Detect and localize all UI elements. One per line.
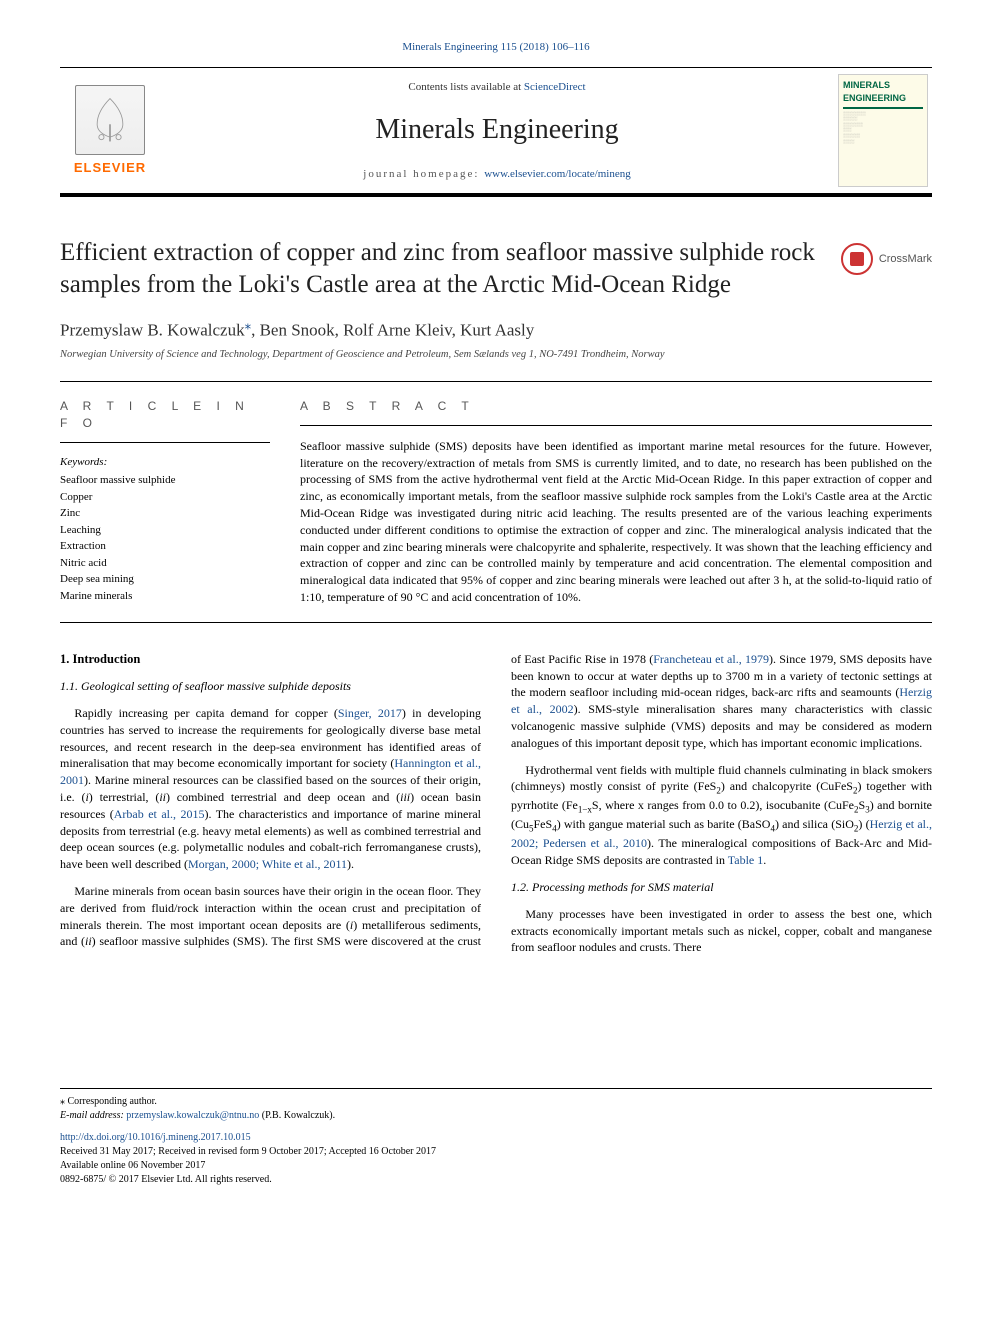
cover-body-placeholder: ░░░░░░░░░░░░░░░░░░░░░░░░░░░░░░░░░ <box>843 111 923 183</box>
copyright-line: 0892-6875/ © 2017 Elsevier Ltd. All righ… <box>60 1173 932 1187</box>
ref-arbab[interactable]: Arbab et al., 2015 <box>114 807 205 821</box>
running-citation: Minerals Engineering 115 (2018) 106–116 <box>60 40 932 55</box>
crossmark-label: CrossMark <box>879 252 932 267</box>
keyword-item: Copper <box>60 489 270 506</box>
body-columns: 1. Introduction 1.1. Geological setting … <box>60 651 932 958</box>
keywords-label: Keywords: <box>60 455 270 470</box>
keyword-item: Zinc <box>60 505 270 522</box>
cover-title: MINERALS ENGINEERING <box>843 79 923 108</box>
received-line: Received 31 May 2017; Received in revise… <box>60 1145 932 1159</box>
author-email-link[interactable]: przemyslaw.kowalczuk@ntnu.no <box>126 1110 259 1121</box>
journal-homepage: journal homepage: www.elsevier.com/locat… <box>160 167 834 182</box>
keyword-item: Deep sea mining <box>60 571 270 588</box>
abstract-heading: A B S T R A C T <box>300 398 932 426</box>
contents-available: Contents lists available at ScienceDirec… <box>160 80 834 95</box>
journal-cover-thumb[interactable]: MINERALS ENGINEERING ░░░░░░░░░░░░░░░░░░░… <box>838 74 928 187</box>
crossmark-widget[interactable]: CrossMark <box>841 237 932 275</box>
authors-line: Przemyslaw B. Kowalczuk⁎, Ben Snook, Rol… <box>60 316 932 342</box>
section-1-2-heading: 1.2. Processing methods for SMS material <box>511 879 932 896</box>
journal-title: Minerals Engineering <box>160 110 834 149</box>
email-line: E-mail address: przemyslaw.kowalczuk@ntn… <box>60 1109 932 1123</box>
masthead: ELSEVIER Contents lists available at Sci… <box>60 67 932 197</box>
section-1-1-heading: 1.1. Geological setting of seafloor mass… <box>60 678 481 695</box>
keyword-item: Extraction <box>60 538 270 555</box>
publisher-name: ELSEVIER <box>74 159 146 177</box>
footer: ⁎ Corresponding author. E-mail address: … <box>60 1088 932 1187</box>
body-p3: Hydrothermal vent fields with multiple f… <box>511 762 932 869</box>
keyword-item: Marine minerals <box>60 588 270 605</box>
ref-singer[interactable]: Singer, 2017 <box>338 706 402 720</box>
online-line: Available online 06 November 2017 <box>60 1159 932 1173</box>
affiliation: Norwegian University of Science and Tech… <box>60 348 932 363</box>
keyword-item: Seafloor massive sulphide <box>60 472 270 489</box>
keyword-item: Nitric acid <box>60 555 270 572</box>
keyword-item: Leaching <box>60 522 270 539</box>
homepage-link[interactable]: www.elsevier.com/locate/mineng <box>484 168 631 180</box>
ref-francheteau[interactable]: Francheteau et al., 1979 <box>653 652 769 666</box>
publisher-logo[interactable]: ELSEVIER <box>60 68 160 193</box>
corresponding-note: ⁎ Corresponding author. <box>60 1095 932 1109</box>
elsevier-tree-icon <box>75 85 145 155</box>
keywords-list: Seafloor massive sulphideCopperZincLeach… <box>60 472 270 604</box>
doi-link[interactable]: http://dx.doi.org/10.1016/j.mineng.2017.… <box>60 1131 932 1145</box>
article-info-heading: A R T I C L E I N F O <box>60 398 270 443</box>
abstract-text: Seafloor massive sulphide (SMS) deposits… <box>300 438 932 606</box>
ref-table-1[interactable]: Table 1 <box>728 853 763 867</box>
ref-morgan-white[interactable]: Morgan, 2000; White et al., 2011 <box>188 857 347 871</box>
body-p4: Many processes have been investigated in… <box>511 906 932 956</box>
section-1-heading: 1. Introduction <box>60 651 481 669</box>
article-title: Efficient extraction of copper and zinc … <box>60 237 821 300</box>
crossmark-icon <box>841 243 873 275</box>
body-p1: Rapidly increasing per capita demand for… <box>60 705 481 873</box>
sciencedirect-link[interactable]: ScienceDirect <box>524 81 586 93</box>
